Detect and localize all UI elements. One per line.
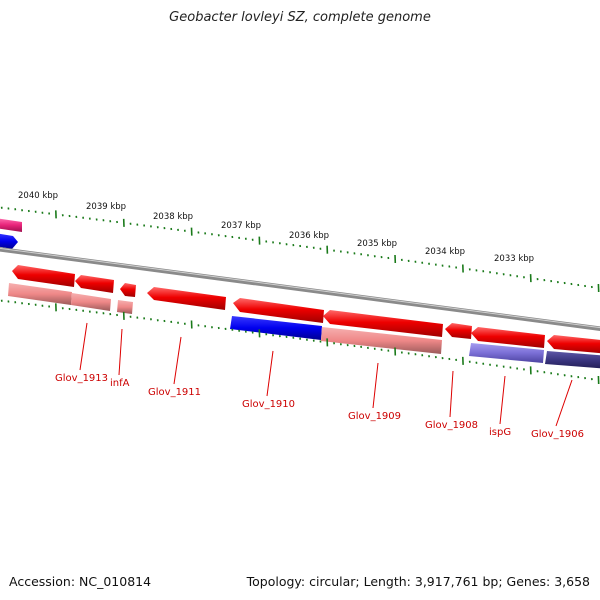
- gene-label-glov-1913[interactable]: Glov_1913: [55, 373, 108, 384]
- ruler-label-2035: 2035 kbp: [357, 239, 397, 249]
- ruler-label-2040: 2040 kbp: [18, 191, 58, 201]
- gene-blue-edge[interactable]: [0, 233, 18, 249]
- outer-ruler-labels: 2040 kbp 2039 kbp 2038 kbp 2037 kbp 2036…: [18, 191, 534, 264]
- cds-light-infA[interactable]: [117, 300, 133, 314]
- cds-arrow-infA[interactable]: [120, 283, 136, 297]
- ruler-label-2036: 2036 kbp: [289, 231, 329, 241]
- inner-ruler-major-ticks: [55, 303, 600, 385]
- genome-backbone: [0, 247, 600, 331]
- cds-light-1909[interactable]: [321, 327, 442, 354]
- gene-labels: Glov_1913 infA Glov_1911 Glov_1910 Glov_…: [55, 373, 584, 440]
- genome-backbone-highlight: [0, 247, 600, 329]
- cds-light-1913[interactable]: [8, 283, 72, 305]
- ruler-label-2038: 2038 kbp: [153, 212, 193, 222]
- outer-ruler: 2040 kbp 2039 kbp 2038 kbp 2037 kbp 2036…: [0, 191, 600, 293]
- cds-arrow-1906[interactable]: [547, 335, 600, 354]
- cds-arrow-1913[interactable]: [12, 265, 75, 287]
- cds-arrow-1910[interactable]: [233, 298, 324, 323]
- gene-label-glov-1906[interactable]: Glov_1906: [531, 429, 584, 440]
- ruler-label-2033: 2033 kbp: [494, 254, 534, 264]
- gene-label-glov-1910[interactable]: Glov_1910: [242, 399, 295, 410]
- leader-glov-1910: [266, 350, 274, 397]
- leader-glov-1906: [555, 379, 573, 427]
- gene-label-glov-1909[interactable]: Glov_1909: [348, 411, 401, 422]
- gene-bar-1910[interactable]: [230, 316, 322, 340]
- cds-light-1913b[interactable]: [71, 293, 111, 311]
- cds-arrow-1913b[interactable]: [75, 275, 114, 293]
- gene-label-glov-1908[interactable]: Glov_1908: [425, 420, 478, 431]
- outer-ruler-dots: [0, 206, 593, 289]
- cds-arrow-1911[interactable]: [147, 287, 226, 310]
- gene-leader-lines: [79, 322, 573, 427]
- leader-glov-1913: [79, 322, 88, 371]
- lower-track: [8, 283, 600, 369]
- inner-ruler: [0, 299, 600, 385]
- gene-bar-1906[interactable]: [545, 351, 600, 369]
- gene-label-infa[interactable]: infA: [110, 378, 130, 389]
- gene-label-glov-1911[interactable]: Glov_1911: [148, 387, 201, 398]
- gene-magenta-edge[interactable]: [0, 218, 22, 232]
- outer-ruler-major-ticks: [55, 210, 600, 293]
- ruler-label-2034: 2034 kbp: [425, 247, 465, 257]
- leader-ispg: [499, 375, 506, 425]
- leader-glov-1908: [449, 370, 454, 418]
- accession-text: Accession: NC_010814: [9, 574, 152, 589]
- inner-ruler-dots: [0, 299, 593, 381]
- leader-infa: [118, 328, 123, 376]
- topology-text: Topology: circular; Length: 3,917,761 bp…: [246, 574, 590, 589]
- gene-label-ispg[interactable]: ispG: [489, 427, 511, 438]
- cds-arrow-1908[interactable]: [445, 323, 472, 339]
- genome-title: Geobacter lovleyi SZ, complete genome: [169, 10, 431, 25]
- leader-glov-1911: [173, 336, 182, 385]
- ruler-label-2037: 2037 kbp: [221, 221, 261, 231]
- cds-arrow-1909[interactable]: [323, 310, 443, 337]
- upper-left-genes: [0, 218, 22, 249]
- ruler-label-2039: 2039 kbp: [86, 202, 126, 212]
- forward-strand-cds: [12, 265, 600, 354]
- cds-arrow-ispG[interactable]: [471, 327, 545, 348]
- leader-glov-1909: [372, 362, 379, 409]
- gene-bar-ispG[interactable]: [469, 343, 544, 363]
